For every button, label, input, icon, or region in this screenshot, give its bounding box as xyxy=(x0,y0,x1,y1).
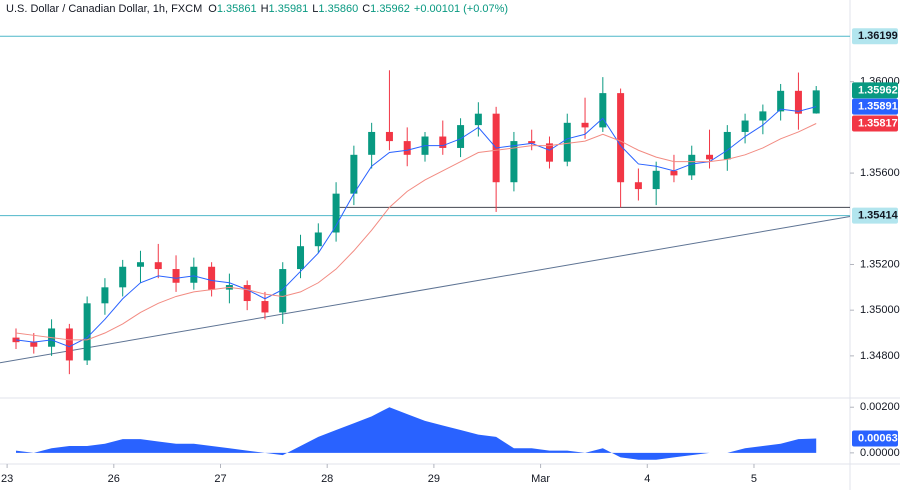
ma-label: 1.35817 xyxy=(858,117,898,129)
candle-body xyxy=(136,262,144,267)
candle-body xyxy=(617,93,625,183)
ohlc-letter: C xyxy=(362,3,370,15)
candle-body xyxy=(297,246,305,270)
x-tick-label: 27 xyxy=(214,473,226,485)
candle-body xyxy=(706,154,714,160)
candle-body xyxy=(723,131,731,160)
level-label-bg xyxy=(852,28,898,45)
y-tick-label: 1.35200 xyxy=(860,258,900,270)
y-tick-label: 1.35000 xyxy=(860,304,900,316)
candle-body xyxy=(65,328,73,361)
ohlc-value: 1.35860 xyxy=(318,3,358,15)
candle-body xyxy=(670,170,678,176)
x-tick-label: 28 xyxy=(321,473,333,485)
ohlc-value: 1.35981 xyxy=(269,3,309,15)
oscillator-label: 0.00063 xyxy=(858,432,898,444)
y-tick-label: 1.34800 xyxy=(860,350,900,362)
candle-body xyxy=(741,120,749,132)
level-label: 1.35414 xyxy=(858,209,899,221)
x-tick-label: 23 xyxy=(1,473,13,485)
candle-body xyxy=(759,111,767,121)
candle-body xyxy=(510,141,518,183)
oscillator-area xyxy=(16,407,817,460)
candle-body xyxy=(279,269,287,313)
candle-body xyxy=(545,143,553,162)
ohlc-value: 1.35962 xyxy=(370,3,410,15)
ohlc-value: 1.35861 xyxy=(217,3,257,15)
ohlc-letter: L xyxy=(312,3,318,15)
level-label: 1.36199 xyxy=(858,30,898,42)
candle-body xyxy=(563,122,571,162)
last-price-label-bg xyxy=(852,82,898,99)
x-tick-label: 4 xyxy=(644,473,650,485)
candle-body xyxy=(332,193,340,233)
candle-body xyxy=(652,170,660,190)
trend-line xyxy=(0,216,851,364)
x-tick-label: Mar xyxy=(531,473,550,485)
oscillator-label-bg xyxy=(852,430,898,447)
chart-title: U.S. Dollar / Canadian Dollar, 1h, FXCM xyxy=(6,3,202,15)
candle-body xyxy=(812,90,820,114)
candle-body xyxy=(314,232,322,247)
candle-body xyxy=(528,141,536,144)
candle-body xyxy=(599,93,607,128)
candle-body xyxy=(634,182,642,190)
ma-label: 1.35891 xyxy=(858,101,898,113)
osc-tick-label: 0.00000 xyxy=(860,447,900,459)
candle-body xyxy=(83,303,91,361)
candle-body xyxy=(439,136,447,148)
candle-body xyxy=(208,266,216,290)
candle-body xyxy=(777,90,785,112)
osc-tick-label: 0.00200 xyxy=(860,401,900,413)
ma-label-bg xyxy=(852,98,898,115)
candle-body xyxy=(368,131,376,155)
candle-body xyxy=(243,285,251,302)
moving-average xyxy=(15,106,817,348)
last-price-label: 1.35962 xyxy=(858,84,898,96)
x-tick-label: 29 xyxy=(428,473,440,485)
x-tick-label: 26 xyxy=(108,473,120,485)
candle-body xyxy=(350,154,358,194)
candle-body xyxy=(581,122,589,128)
candle-body xyxy=(119,266,127,288)
candle-body xyxy=(688,154,696,176)
candle-body xyxy=(474,113,482,126)
candle-body xyxy=(30,342,38,347)
ma-label-bg xyxy=(852,115,898,132)
candle-body xyxy=(101,287,109,304)
candle-body xyxy=(457,125,465,148)
candle-body xyxy=(794,90,802,114)
x-tick-label: 5 xyxy=(751,473,757,485)
candle-body xyxy=(385,131,393,142)
y-tick-label: 1.35600 xyxy=(860,167,900,179)
candle-body xyxy=(190,266,198,283)
level-label-bg xyxy=(852,207,898,224)
ohlc-letter: H xyxy=(261,3,269,15)
ohlc-letter: O xyxy=(208,3,217,15)
moving-average xyxy=(15,123,817,341)
candle-body xyxy=(172,269,180,283)
change-value: +0.00101 (+0.07%) xyxy=(414,3,508,15)
candle-body xyxy=(154,262,162,270)
candle-body xyxy=(261,301,269,313)
candle-body xyxy=(403,141,411,155)
